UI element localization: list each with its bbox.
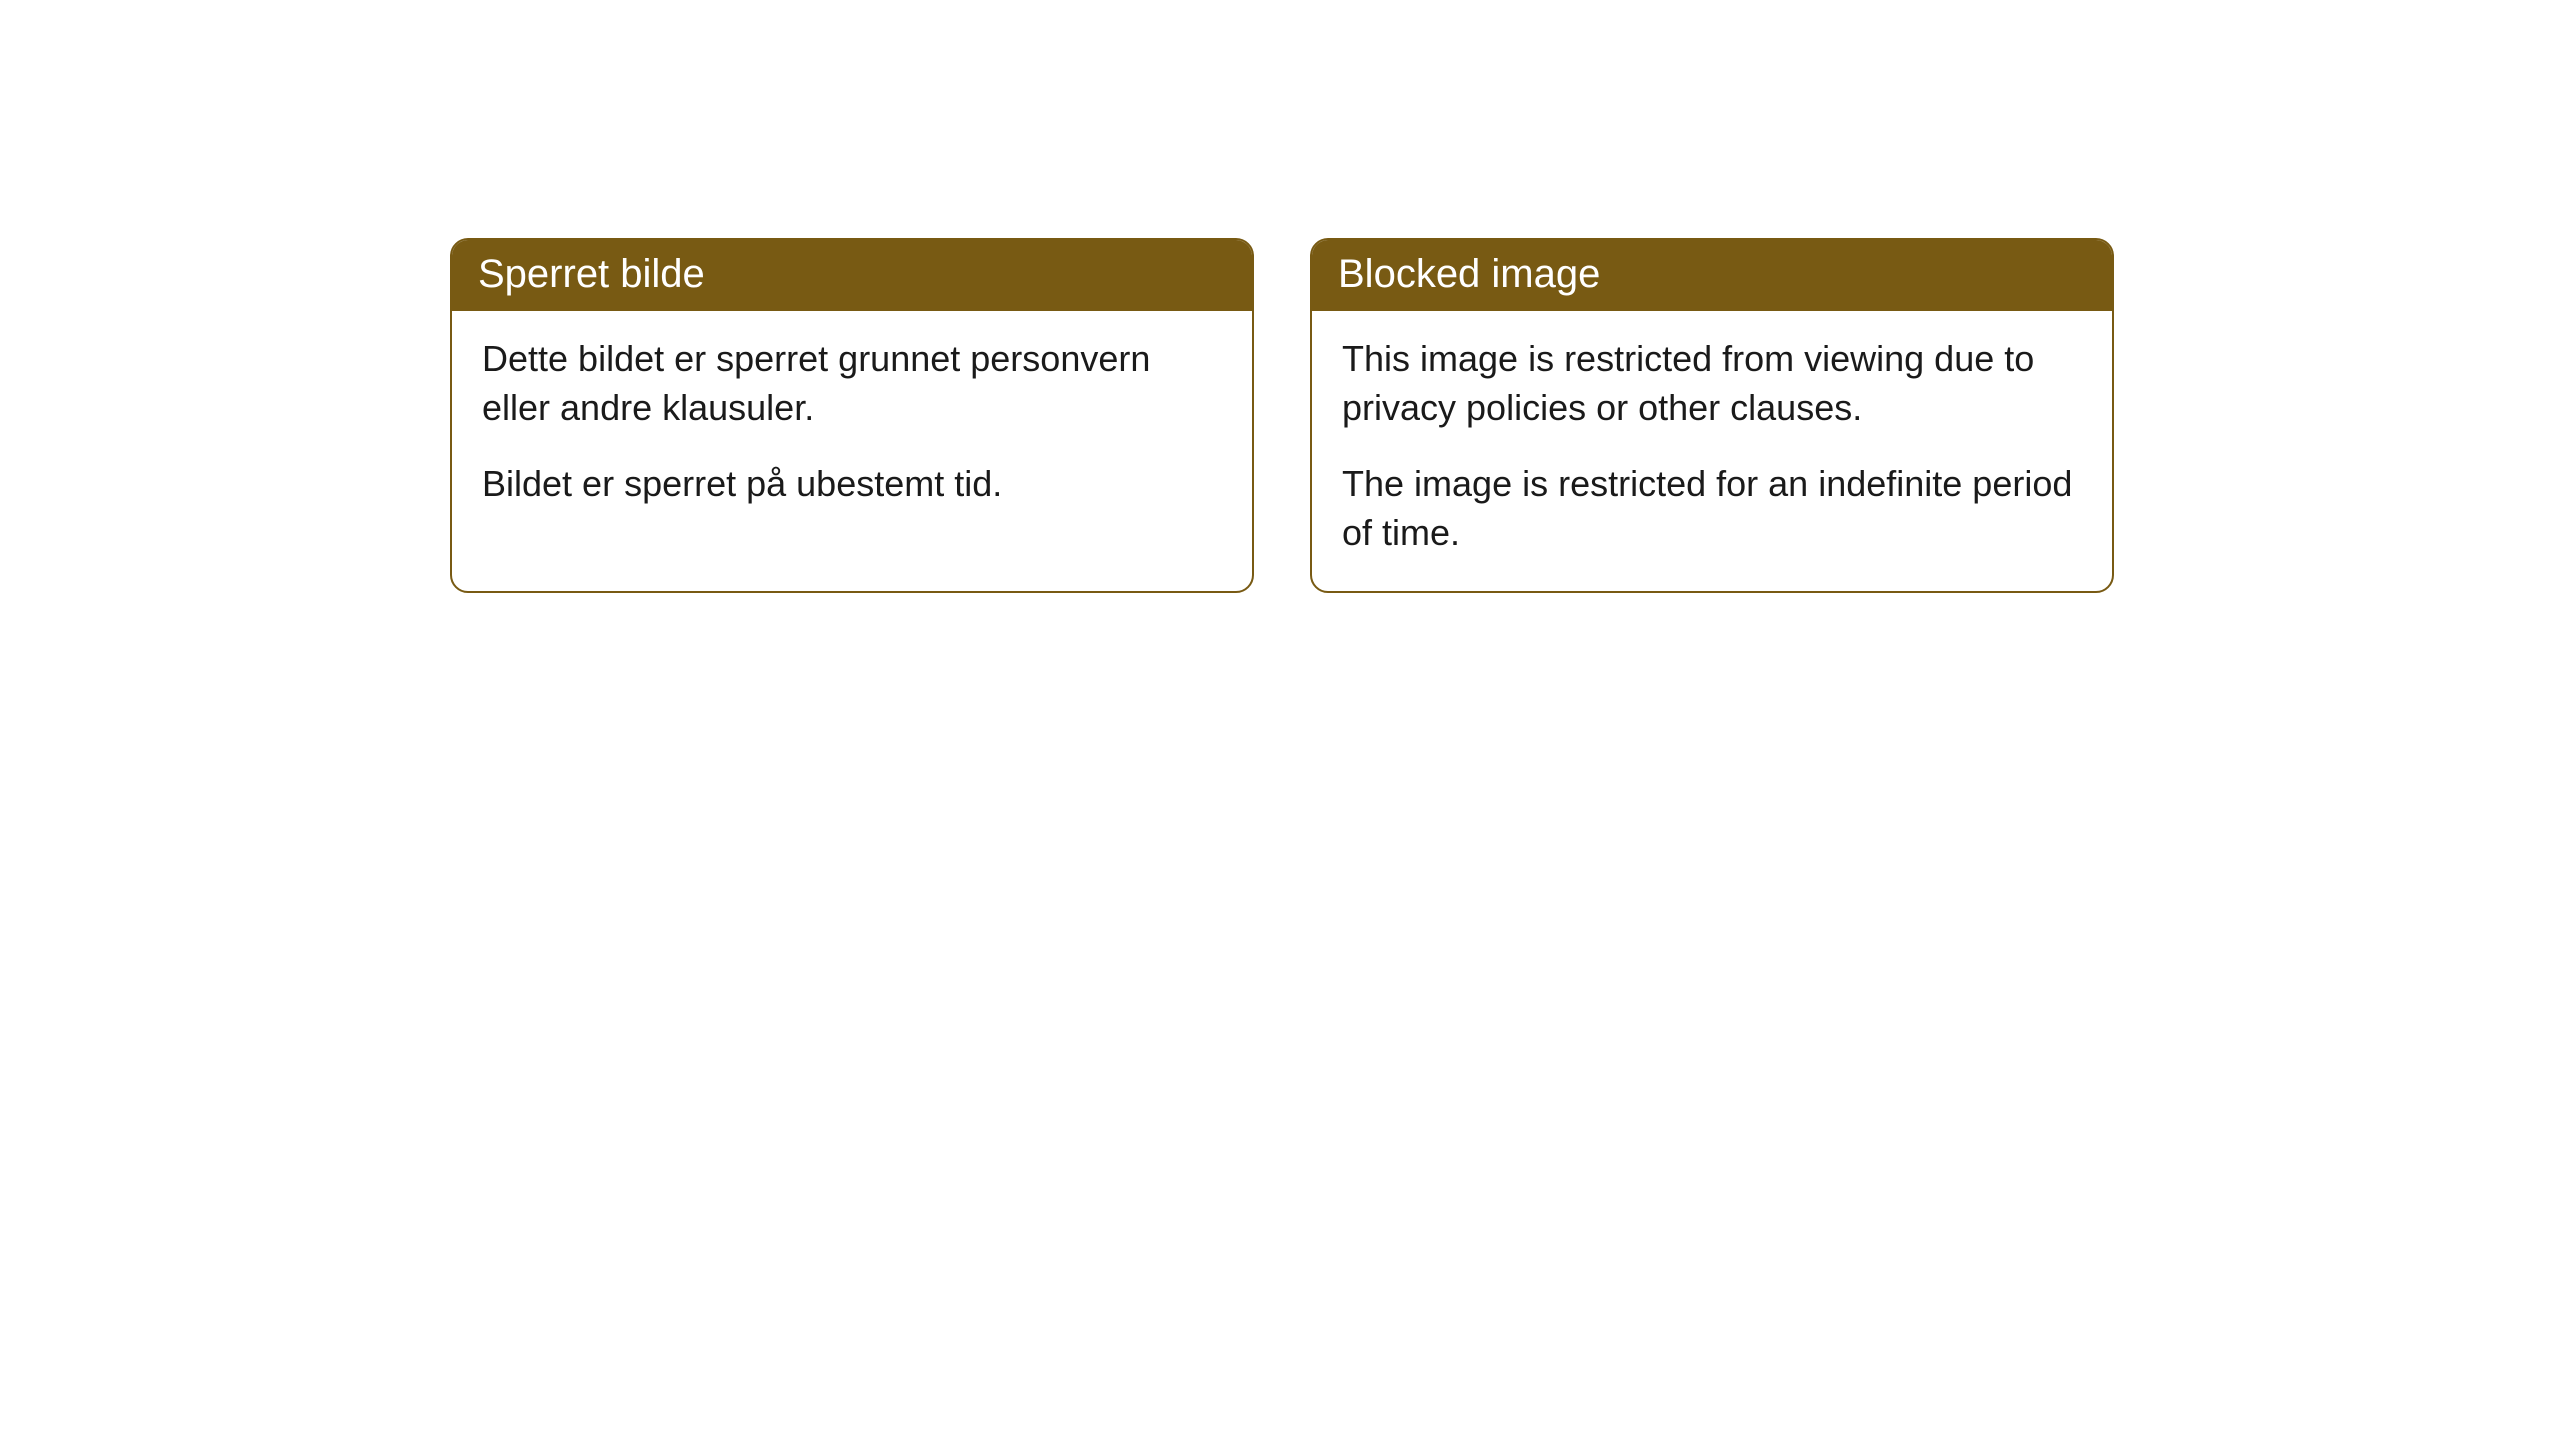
card-english: Blocked image This image is restricted f… (1310, 238, 2114, 593)
card-header: Blocked image (1312, 240, 2112, 311)
card-header: Sperret bilde (452, 240, 1252, 311)
card-paragraph: This image is restricted from viewing du… (1342, 335, 2082, 432)
card-norwegian: Sperret bilde Dette bildet er sperret gr… (450, 238, 1254, 593)
card-paragraph: Dette bildet er sperret grunnet personve… (482, 335, 1222, 432)
cards-container: Sperret bilde Dette bildet er sperret gr… (450, 238, 2560, 593)
card-body: Dette bildet er sperret grunnet personve… (452, 311, 1252, 543)
card-body: This image is restricted from viewing du… (1312, 311, 2112, 591)
card-paragraph: The image is restricted for an indefinit… (1342, 460, 2082, 557)
card-paragraph: Bildet er sperret på ubestemt tid. (482, 460, 1222, 509)
